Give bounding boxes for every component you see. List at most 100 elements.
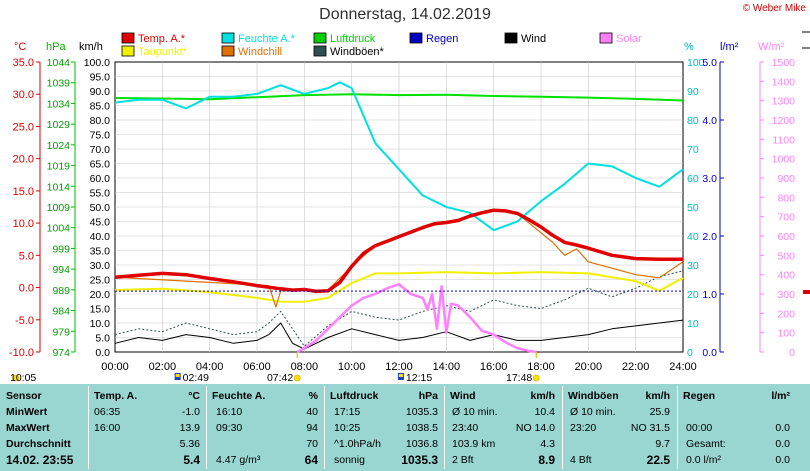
table-cell-temp-val: 5.36	[179, 438, 200, 450]
tick-label-wind: 80.0	[90, 115, 111, 127]
tick-label-solar: 1200	[772, 115, 796, 127]
tick-label-solar: 1500	[772, 57, 796, 69]
tick-label-wind: 70.0	[90, 144, 111, 156]
tick-label-press: 1019	[47, 161, 71, 173]
series-line-taupunkt	[114, 271, 684, 303]
legend-swatch	[313, 32, 327, 44]
tick-label-hum: 90	[687, 86, 699, 98]
tick-label-wind: 90.0	[90, 86, 111, 98]
table-cell-press-time: 10:25	[334, 422, 361, 434]
header-gust-unit: km/h	[645, 390, 670, 402]
axis-unit-rain: l/m²	[720, 41, 739, 53]
tick-label-press: 1034	[47, 98, 71, 110]
series-line-temp-a	[114, 208, 683, 294]
header-rain: Regen	[683, 390, 716, 402]
header-temp: Temp. A.	[94, 390, 138, 402]
table-cell-press-time: ^1.0hPa/h	[334, 438, 381, 450]
tick-label-time: 08:00	[291, 361, 319, 373]
sunrise-icon	[293, 374, 301, 382]
table-cell-hum-time: 4.47 g/m³	[216, 454, 261, 466]
tick-label-wind: 20.0	[90, 289, 111, 301]
tick-label-wind: 15.0	[90, 304, 111, 316]
tick-label-press: 1044	[47, 57, 71, 69]
tick-label-hum: 30	[687, 260, 699, 272]
time-sunrise: 07:42	[267, 372, 293, 384]
tick-label-wind: 30.0	[90, 260, 111, 272]
legend-swatch	[221, 32, 235, 44]
legend-swatch	[221, 45, 235, 57]
tick-label-press: 1039	[47, 78, 71, 90]
table-cell-label: MinWert	[6, 406, 48, 418]
table-cell-wind-b: 4.3	[540, 438, 555, 450]
time-noon-icon-marker: 12:15	[406, 372, 432, 384]
legend-swatch	[409, 32, 423, 44]
table-cell-press-val: 1035.3	[401, 453, 438, 467]
tick-label-solar: 1000	[772, 154, 796, 166]
tick-label-time: 10:00	[338, 361, 366, 373]
table-cell-rain-a: 0.0 l/m²	[686, 454, 722, 466]
table-cell-gust-b: 9.7	[655, 438, 670, 450]
table-cell-temp-val: 5.4	[183, 453, 200, 467]
table-cell-gust-b: NO 31.5	[630, 422, 670, 434]
tick-label-solar: 1300	[772, 96, 796, 108]
legend-swatch	[313, 45, 327, 57]
legend-label: Windchill	[238, 46, 282, 58]
tick-label-solar: 200	[777, 308, 795, 320]
sunset-icon	[532, 374, 540, 382]
table-cell-temp-val: -1.0	[181, 406, 200, 418]
series-line-windb-en	[114, 270, 684, 347]
tick-label-press: 1009	[47, 202, 71, 214]
header-hum: Feuchte A.	[212, 390, 266, 402]
legend-label: Solar	[616, 33, 642, 45]
header-rain-unit: l/m²	[771, 390, 790, 402]
tick-label-wind: 95.0	[90, 72, 111, 84]
tick-label-solar: 900	[777, 173, 795, 185]
legend-swatch	[504, 32, 518, 44]
legend-label: Temp. A.*	[138, 33, 186, 45]
axis-unit-press: hPa	[46, 41, 66, 53]
table-cell-rain-b: 0.0	[775, 438, 790, 450]
legend-label: Wind	[521, 33, 546, 45]
tick-label-solar: 1400	[772, 76, 796, 88]
table-cell-gust-b: 25.9	[649, 406, 670, 418]
summary-table: Sensor Temp. A. °C Feuchte A. % Luftdruc…	[0, 384, 810, 471]
tick-label-time: 16:00	[480, 361, 508, 373]
table-cell-wind-b: NO 14.0	[515, 422, 555, 434]
time-sunrise-icon-marker: 02:49	[183, 372, 209, 384]
tick-label-temp: 10.0	[13, 218, 34, 230]
tick-label-rain: 3.0	[702, 173, 717, 185]
tick-label-temp: -10.0	[9, 347, 34, 359]
table-cell-wind-b: 8.9	[538, 453, 555, 467]
current-temp-marker	[803, 290, 810, 294]
tick-label-wind: 100.0	[84, 57, 110, 69]
table-cell-temp-val: 13.9	[179, 422, 200, 434]
legend-swatch	[121, 45, 135, 57]
tick-label-time: 24:00	[669, 361, 697, 373]
tick-label-press: 1024	[47, 140, 71, 152]
copyright-label: © Weber Mike	[742, 3, 806, 14]
table-cell-gust-a: 4 Bft	[570, 454, 592, 466]
legend-label: Feuchte A.*	[238, 33, 296, 45]
table-cell-press-val: 1038.5	[405, 422, 438, 434]
tick-label-hum: 80	[687, 115, 699, 127]
tick-label-wind: 65.0	[90, 159, 111, 171]
tick-label-wind: 0.0	[95, 347, 110, 359]
tick-label-wind: 10.0	[90, 318, 111, 330]
tick-label-time: 18:00	[527, 361, 555, 373]
table-cell-label: 14.02. 23:55	[6, 453, 74, 467]
tick-label-hum: 10	[687, 318, 699, 330]
tick-label-press: 979	[52, 326, 70, 338]
table-cell-wind-b: 10.4	[534, 406, 555, 418]
tick-label-solar: 500	[777, 250, 795, 262]
tick-label-rain: 2.0	[702, 231, 717, 243]
tick-label-wind: 45.0	[90, 217, 111, 229]
tick-label-press: 989	[52, 285, 70, 297]
table-cell-label: MaxWert	[6, 422, 50, 434]
axis-unit-temp: °C	[14, 41, 26, 53]
tick-label-rain: 4.0	[702, 115, 717, 127]
tick-label-temp: 35.0	[13, 57, 34, 69]
table-cell-gust-b: 22.5	[646, 453, 670, 467]
series-line-wind	[114, 319, 684, 350]
table-cell-rain-b: 0.0	[775, 422, 790, 434]
tick-label-hum: 60	[687, 173, 699, 185]
